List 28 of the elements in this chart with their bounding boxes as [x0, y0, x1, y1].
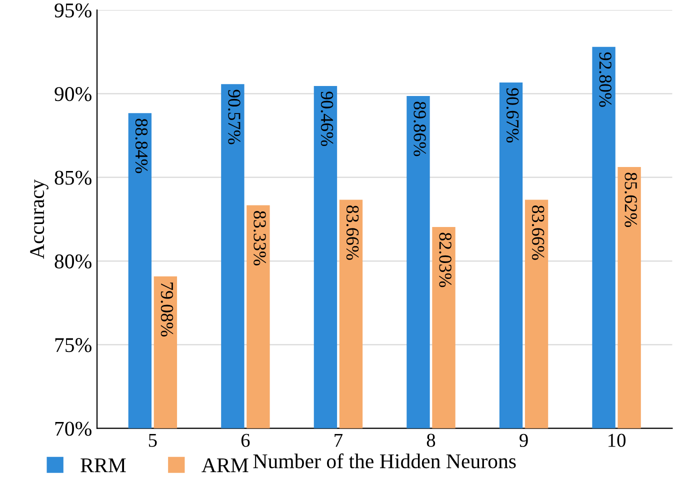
data-label: 83.33%	[254, 211, 266, 266]
x-tick-label: 7	[334, 434, 343, 447]
data-label: 85.62%	[624, 172, 637, 228]
data-label: 90.57%	[228, 90, 240, 144]
y-tick-label: 75%	[55, 338, 92, 352]
data-label: 92.80%	[599, 52, 612, 107]
y-axis-title: Accuracy	[30, 179, 48, 259]
data-label: 90.46%	[320, 92, 334, 146]
x-tick-label: 6	[241, 434, 250, 447]
x-tick-label: 10	[608, 434, 626, 447]
x-axis-title: Number of the Hidden Neurons	[253, 453, 516, 468]
y-tick-label: 70%	[55, 422, 92, 436]
legend-label: RRM	[80, 458, 126, 472]
x-tick-label: 5	[148, 434, 157, 447]
data-label: 89.86%	[414, 102, 426, 156]
data-label: 88.84%	[135, 118, 148, 174]
y-tick-label: 85%	[54, 170, 92, 185]
x-tick-label: 8	[426, 434, 436, 447]
y-tick-label: 90%	[54, 87, 92, 102]
y-tick-label: 95%	[54, 3, 92, 18]
data-label: 82.03%	[439, 232, 452, 288]
data-label: 83.66%	[346, 205, 359, 260]
x-tick-label: 9	[520, 434, 528, 447]
y-tick-label: 80%	[54, 254, 92, 269]
data-label: 79.08%	[160, 282, 174, 336]
data-label: 90.67%	[506, 88, 519, 143]
data-label: 83.66%	[532, 205, 544, 260]
legend-label: ARM	[202, 458, 248, 472]
